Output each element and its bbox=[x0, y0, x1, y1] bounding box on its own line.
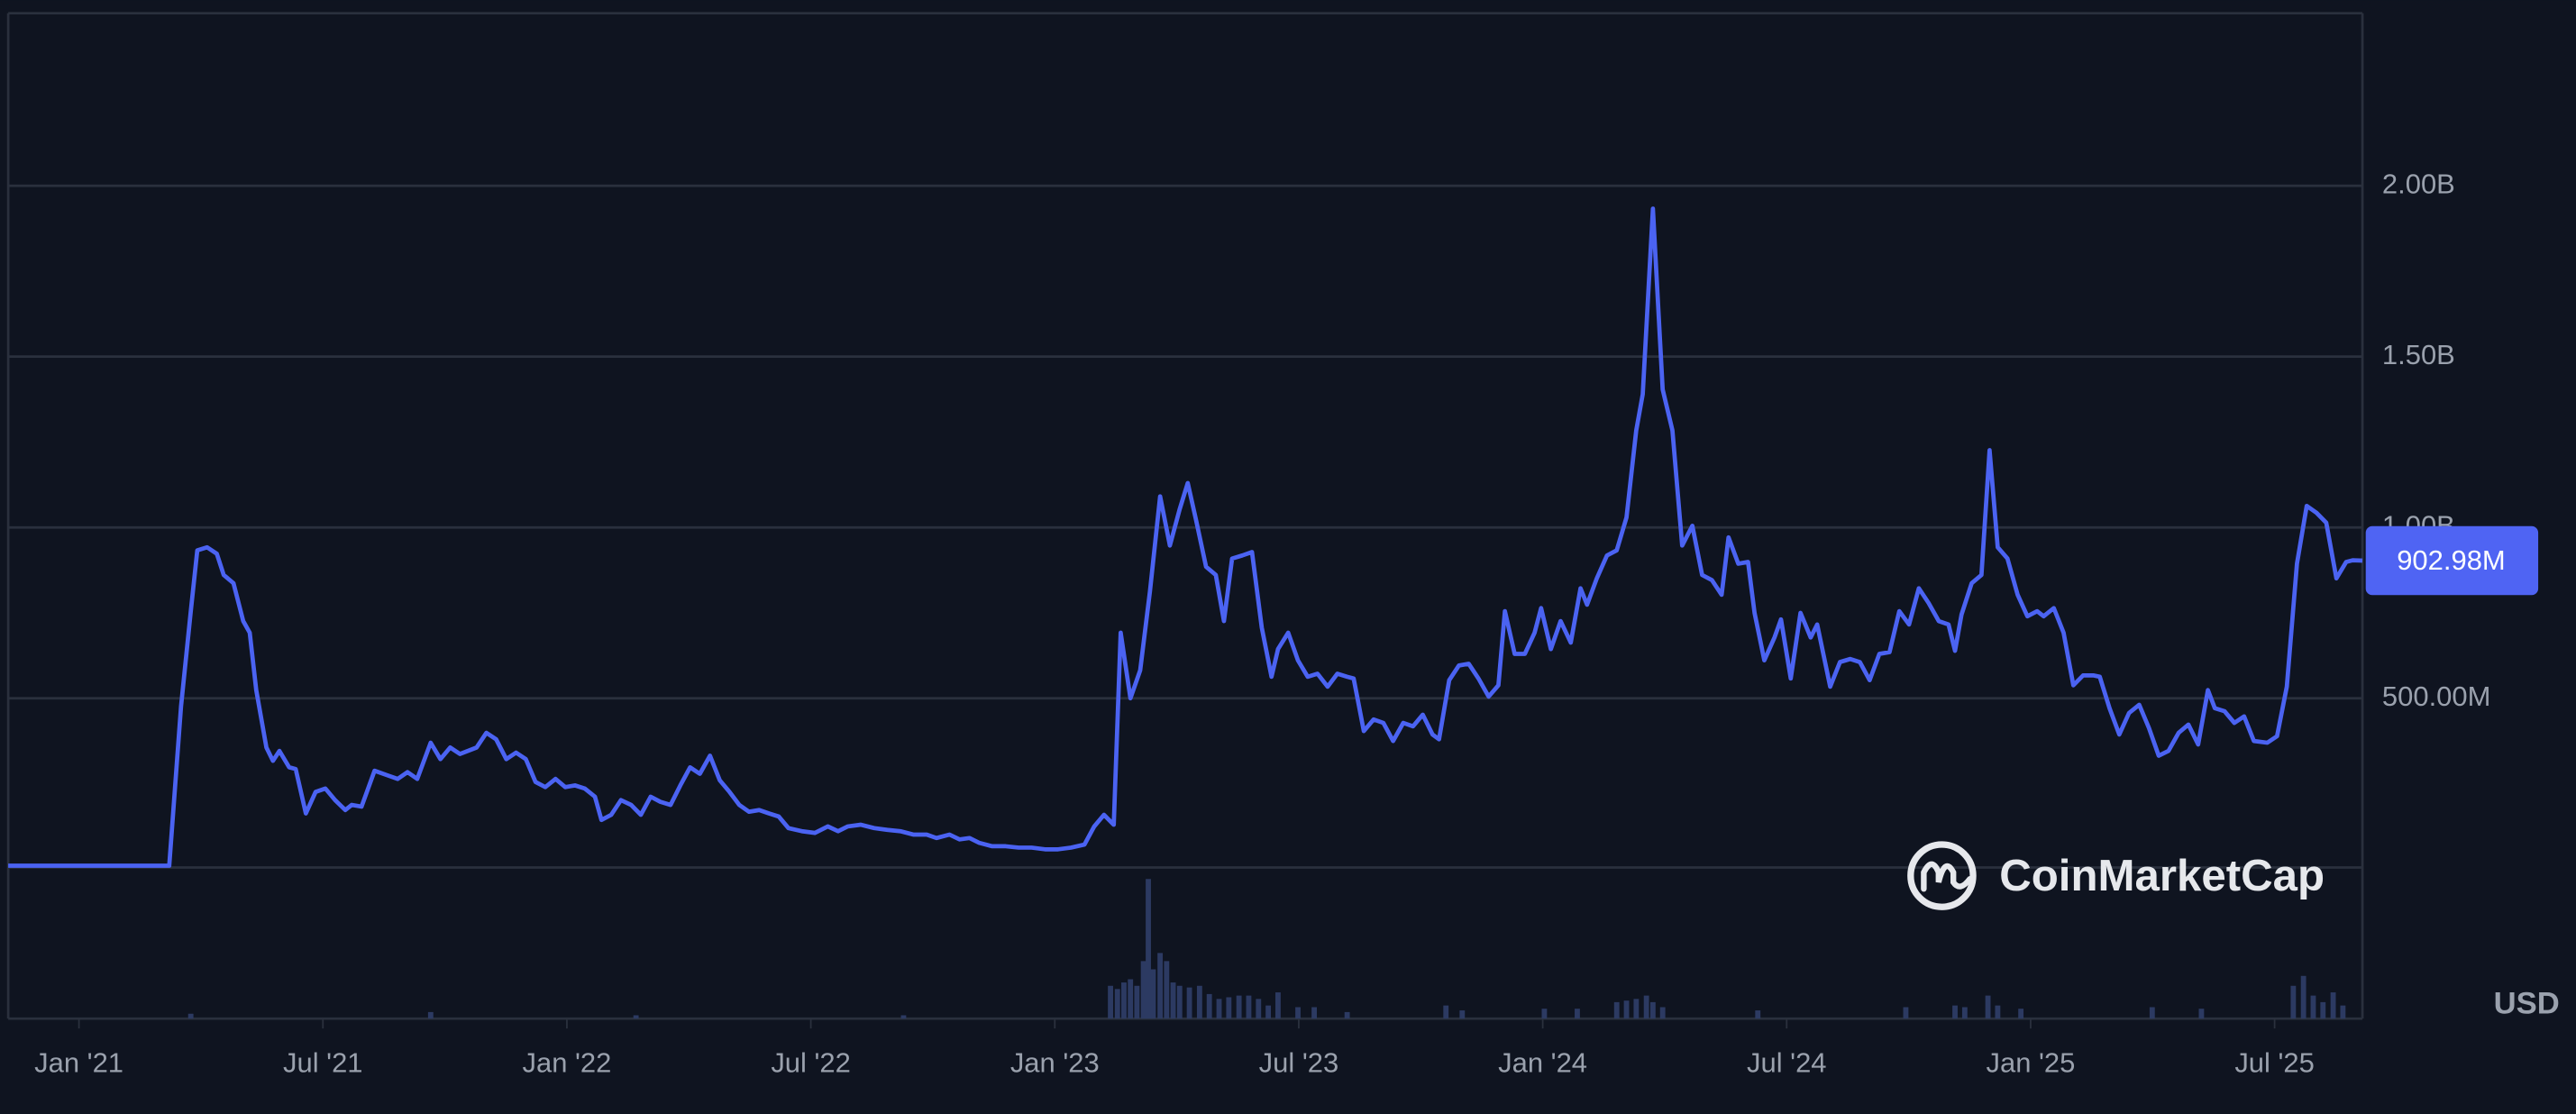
volume-bar bbox=[1633, 999, 1640, 1019]
x-tick-label: Jul '25 bbox=[2234, 1046, 2315, 1078]
volume-bar bbox=[1216, 999, 1222, 1019]
x-tick-label: Jul '21 bbox=[283, 1046, 363, 1078]
volume-bar bbox=[2320, 1001, 2326, 1019]
volume-bar bbox=[1995, 1005, 2001, 1019]
volume-bar bbox=[1275, 992, 1281, 1019]
volume-bar bbox=[1206, 993, 1212, 1019]
volume-bar bbox=[1613, 1001, 1620, 1019]
x-tick-label: Jan '23 bbox=[1010, 1046, 1100, 1078]
volume-bar bbox=[1146, 879, 1151, 1019]
x-tick-label: Jan '24 bbox=[1498, 1046, 1587, 1078]
x-tick-label: Jan '25 bbox=[1986, 1046, 2075, 1078]
volume-bar bbox=[1649, 1001, 1656, 1019]
y-tick-label: 2.00B bbox=[2382, 168, 2455, 199]
volume-bar bbox=[1311, 1007, 1317, 1019]
volume-bar bbox=[2310, 995, 2316, 1019]
y-tick-label: 1.50B bbox=[2382, 339, 2455, 370]
volume-bar bbox=[2198, 1009, 2205, 1019]
volume-bar bbox=[1170, 982, 1176, 1019]
volume-bar bbox=[2149, 1007, 2155, 1019]
volume-bar bbox=[1643, 995, 1649, 1019]
volume-bar bbox=[1246, 995, 1252, 1019]
volume-bar bbox=[1186, 987, 1192, 1019]
watermark: CoinMarketCap bbox=[1907, 841, 2325, 910]
volume-bar bbox=[187, 1013, 194, 1019]
volume-bar bbox=[1659, 1007, 1666, 1019]
volume-bar bbox=[1541, 1009, 1548, 1019]
plot-frame bbox=[6, 12, 2364, 1020]
volume-bar bbox=[2300, 975, 2307, 1019]
volume-bar bbox=[1114, 989, 1120, 1019]
currency-label: USD bbox=[2494, 987, 2560, 1021]
volume-bar bbox=[1226, 997, 1232, 1019]
y-tick-label: 500.00M bbox=[2382, 680, 2491, 712]
watermark-text: CoinMarketCap bbox=[1999, 851, 2325, 900]
x-tick-label: Jul '24 bbox=[1747, 1046, 1827, 1078]
volume-bar bbox=[1961, 1007, 1968, 1019]
volume-bar bbox=[1256, 999, 1262, 1019]
volume-bar bbox=[1134, 985, 1140, 1019]
volume-bar bbox=[2290, 985, 2297, 1019]
volume-bar bbox=[1265, 1005, 1272, 1019]
volume-bar bbox=[900, 1015, 907, 1019]
current-value-label: 902.98M bbox=[2397, 544, 2506, 576]
volume-bar bbox=[2340, 1005, 2346, 1019]
volume-bar bbox=[1443, 1005, 1449, 1019]
logo-mark bbox=[1921, 861, 1973, 892]
volume-bar bbox=[1236, 995, 1242, 1019]
volume-bar bbox=[1157, 953, 1164, 1019]
current-value-badge: 902.98M bbox=[2365, 525, 2539, 596]
volume-bar bbox=[1128, 979, 1134, 1019]
volume-bar bbox=[1623, 1000, 1630, 1019]
price-line bbox=[8, 206, 2363, 868]
volume-bar bbox=[1176, 985, 1183, 1019]
volume-bar bbox=[1903, 1007, 1909, 1019]
badge-box bbox=[2365, 525, 2539, 596]
volume-bar bbox=[1344, 1011, 1350, 1019]
volume-bar bbox=[633, 1015, 639, 1019]
volume-bar bbox=[2018, 1009, 2024, 1019]
x-tick-label: Jan '22 bbox=[522, 1046, 611, 1078]
volume-bar bbox=[2330, 992, 2336, 1019]
volume-bar bbox=[1295, 1007, 1301, 1019]
volume-bar bbox=[1985, 995, 1991, 1019]
x-tick-label: Jul '23 bbox=[1259, 1046, 1339, 1078]
logo-ring bbox=[1907, 841, 1977, 910]
volume-bar bbox=[1150, 969, 1156, 1019]
x-tick-label: Jul '22 bbox=[771, 1046, 851, 1078]
volume-bar bbox=[1140, 961, 1146, 1019]
x-tick-label: Jan '21 bbox=[34, 1046, 123, 1078]
volume-bar bbox=[1196, 985, 1202, 1019]
volume-bar bbox=[1164, 961, 1170, 1019]
volume-bar bbox=[1121, 982, 1127, 1019]
volume-bar bbox=[427, 1011, 434, 1019]
volume-bar bbox=[1755, 1010, 1761, 1019]
volume-bar bbox=[1459, 1010, 1466, 1019]
volume-bar bbox=[1108, 985, 1113, 1019]
volume-bar bbox=[1952, 1005, 1958, 1019]
volume-bar bbox=[1575, 1009, 1580, 1019]
